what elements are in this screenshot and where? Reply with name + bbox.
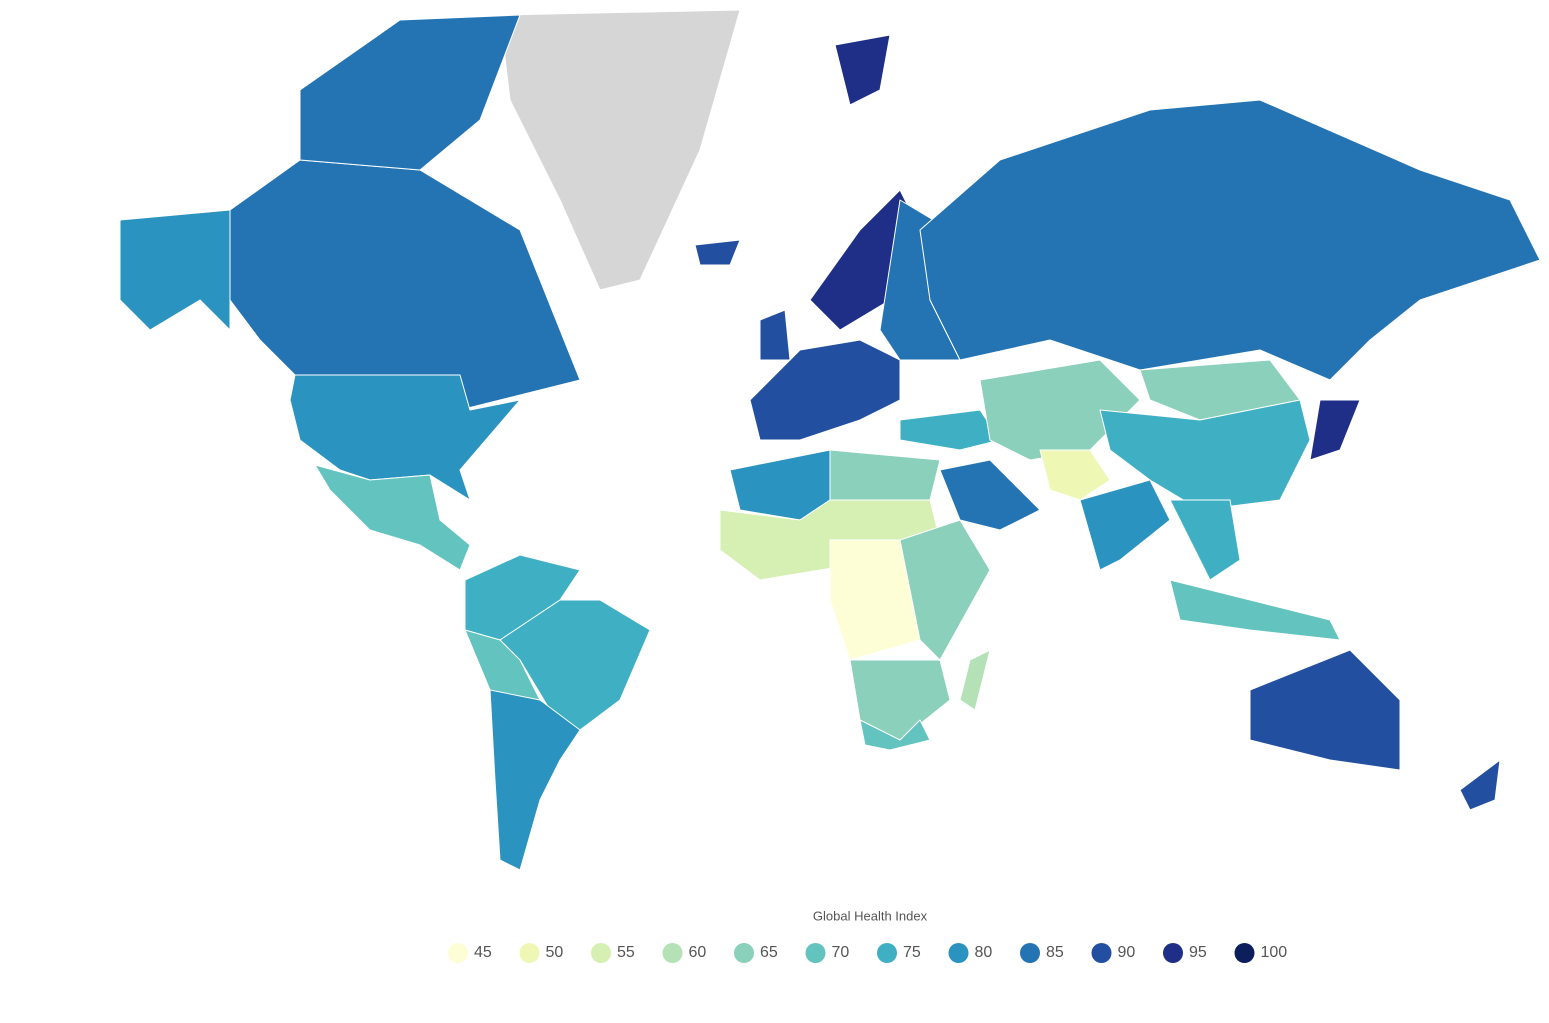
legend-swatch: [519, 943, 540, 963]
region: [1169, 499, 1241, 581]
legend-swatch: [662, 943, 683, 963]
legend-label: 60: [689, 944, 707, 961]
legend-swatch: [877, 943, 897, 963]
region: [314, 464, 471, 571]
legend-title: Global Health Index: [813, 908, 928, 923]
region: [749, 339, 901, 441]
legend-swatch: [1163, 943, 1183, 963]
region: [1169, 579, 1341, 641]
legend-label: 70: [832, 944, 850, 961]
region: [849, 659, 951, 741]
region: [1309, 399, 1361, 461]
region: [1249, 649, 1401, 771]
region: [829, 449, 941, 501]
no-data-region: [499, 9, 741, 291]
region: [119, 209, 231, 331]
region: [919, 99, 1541, 381]
legend-label: 100: [1261, 944, 1288, 961]
legend-label: 55: [617, 944, 635, 961]
region: [899, 519, 991, 661]
region: [499, 599, 651, 731]
legend-swatch: [805, 943, 826, 963]
region: [489, 689, 581, 871]
region: [299, 14, 521, 171]
region: [939, 459, 1041, 531]
legend-label: 85: [1046, 944, 1064, 961]
region: [1099, 399, 1311, 511]
region: [1039, 449, 1111, 501]
region: [1459, 759, 1501, 811]
legend: 45 50 55 60 65 70 75 80 85 90 95 100: [448, 943, 1287, 963]
legend-swatch: [948, 943, 969, 963]
legend-label: 95: [1189, 944, 1207, 961]
legend-swatch: [734, 943, 754, 963]
legend-swatch: [591, 943, 611, 963]
region: [834, 34, 891, 106]
region: [859, 719, 931, 751]
legend-swatch: [1091, 943, 1112, 963]
region: [289, 374, 521, 501]
legend-label: 45: [474, 944, 492, 961]
legend-label: 80: [975, 944, 993, 961]
legend-label: 65: [760, 944, 778, 961]
region: [829, 539, 921, 661]
legend-label: 50: [546, 944, 564, 961]
legend-swatch: [1234, 943, 1255, 963]
region: [899, 409, 1001, 451]
legend-swatch: [1020, 943, 1040, 963]
region: [229, 159, 581, 411]
region: [959, 649, 991, 711]
legend-label: 75: [903, 944, 921, 961]
region: [1079, 479, 1171, 571]
legend-label: 90: [1118, 944, 1136, 961]
region: [759, 309, 791, 361]
region: [694, 239, 741, 266]
legend-swatch: [448, 943, 468, 963]
